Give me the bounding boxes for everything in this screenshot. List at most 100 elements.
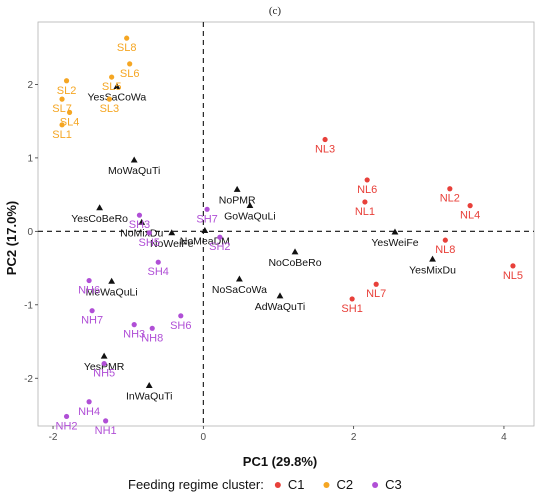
data-point <box>106 96 112 102</box>
variable-triangle <box>145 382 153 388</box>
variable-label: MeWaQuLi <box>86 286 138 298</box>
variable-triangle <box>291 248 299 255</box>
legend-label-c2: C2 <box>336 477 353 492</box>
variable-triangle <box>113 83 121 90</box>
legend-label-c3: C3 <box>385 477 402 492</box>
data-point <box>217 234 223 240</box>
point-label: NL6 <box>357 184 377 196</box>
variable-label: NoSaCoWa <box>212 284 267 296</box>
variable-triangle <box>429 255 436 262</box>
point-label: SL5 <box>102 81 122 93</box>
variable-label: NoCoBeRo <box>268 257 321 269</box>
point-label: NL7 <box>366 288 386 300</box>
legend-title: Feeding regime cluster: <box>128 477 264 492</box>
data-point <box>447 186 453 192</box>
plot-area: -2 0 2 4 -2 -1 0 1 2 YesSaCoWa MoWaQuTi YesCoBeRo No… <box>24 21 535 443</box>
data-point <box>204 206 210 212</box>
variable-triangle <box>138 218 146 225</box>
data-point <box>510 263 516 269</box>
x-axis-title: PC1 (29.8%) <box>243 454 317 469</box>
variable-triangle <box>96 204 104 211</box>
variable-label: GoWaQuLi <box>224 211 276 223</box>
point-label: SH4 <box>148 266 169 278</box>
data-point <box>322 136 328 143</box>
point-label: SL8 <box>117 42 137 54</box>
point-label: NL3 <box>315 144 335 156</box>
point-label: SL3 <box>100 103 120 115</box>
variable-triangle <box>246 202 254 209</box>
legend-key-c1 <box>274 482 281 488</box>
y-tick-label: 0 <box>27 227 33 238</box>
data-point <box>362 199 368 205</box>
variable-triangle <box>100 352 108 359</box>
variable-label: AdWaQuTi <box>255 301 306 313</box>
variable-label: MoWaQuTi <box>108 165 160 177</box>
y-axis-title: PC2 (17.0%) <box>4 201 19 275</box>
variable-label: NoMixDu <box>120 228 163 240</box>
variable-triangle <box>130 156 138 163</box>
y-tick-label: -1 <box>24 300 33 311</box>
variable-label: YesCoBeRo <box>71 213 128 225</box>
data-point <box>66 109 73 115</box>
data-point <box>86 399 92 405</box>
variable-triangle <box>236 275 243 282</box>
panel-label: (c) <box>269 5 282 17</box>
data-point <box>103 418 109 424</box>
point-label: NH8 <box>141 332 163 344</box>
x-tick-label: 0 <box>201 432 207 443</box>
variable-label: YesWeiFe <box>371 237 418 249</box>
point-label: NL5 <box>503 270 523 282</box>
y-tick-label: -2 <box>24 374 33 385</box>
variable-triangle <box>233 185 241 192</box>
variable-triangle <box>108 277 116 284</box>
point-label: SL2 <box>57 85 77 97</box>
legend-label-c1: C1 <box>288 477 305 492</box>
point-label: SL4 <box>60 116 80 128</box>
data-point <box>89 308 95 314</box>
point-label: SH6 <box>170 320 191 332</box>
data-point <box>155 259 161 265</box>
legend-key-c3 <box>372 482 379 488</box>
data-point <box>63 413 70 420</box>
legend: Feeding regime cluster: C1 C2 C3 <box>128 477 402 492</box>
legend-key-c2 <box>323 482 330 488</box>
point-label: SL7 <box>52 103 72 115</box>
variable-triangle <box>168 229 176 236</box>
variable-label: InWaQuTi <box>126 391 172 403</box>
data-point <box>467 203 473 209</box>
data-point <box>101 360 107 367</box>
variable-label: YesMixDu <box>409 264 456 276</box>
point-label: NH3 <box>123 329 145 341</box>
point-label: NH2 <box>56 420 78 432</box>
data-point <box>442 237 448 243</box>
data-point <box>149 325 155 331</box>
point-label: NL4 <box>460 210 480 222</box>
data-point <box>373 281 379 287</box>
variable-label: NoWeiFe <box>150 238 194 250</box>
data-point <box>59 122 65 128</box>
variable-label: YesPMR <box>84 361 125 373</box>
x-tick-label: 2 <box>351 432 357 443</box>
variable-triangle <box>201 227 209 234</box>
data-point <box>63 78 70 84</box>
point-label: NH7 <box>81 315 103 327</box>
point-label: NH5 <box>93 368 115 380</box>
point-label: NL8 <box>435 244 455 256</box>
point-label: SH7 <box>196 213 217 225</box>
variable-markers: YesSaCoWa MoWaQuTi YesCoBeRo NoMixDuNoWeiFe… <box>71 83 456 403</box>
variable-triangle <box>276 292 284 299</box>
data-point <box>127 61 133 67</box>
data-point <box>124 35 130 41</box>
data-point <box>349 296 355 302</box>
point-label: NL1 <box>355 206 375 218</box>
data-point <box>131 322 137 328</box>
variable-label: NoPMR <box>219 194 256 206</box>
variable-label: YesSaCoWa <box>88 92 147 104</box>
point-label: SH1 <box>341 303 362 315</box>
data-point <box>178 313 184 319</box>
variable-label: NoMeaDM <box>180 236 230 248</box>
point-label: SL6 <box>120 68 140 80</box>
point-label: NH1 <box>95 425 117 437</box>
